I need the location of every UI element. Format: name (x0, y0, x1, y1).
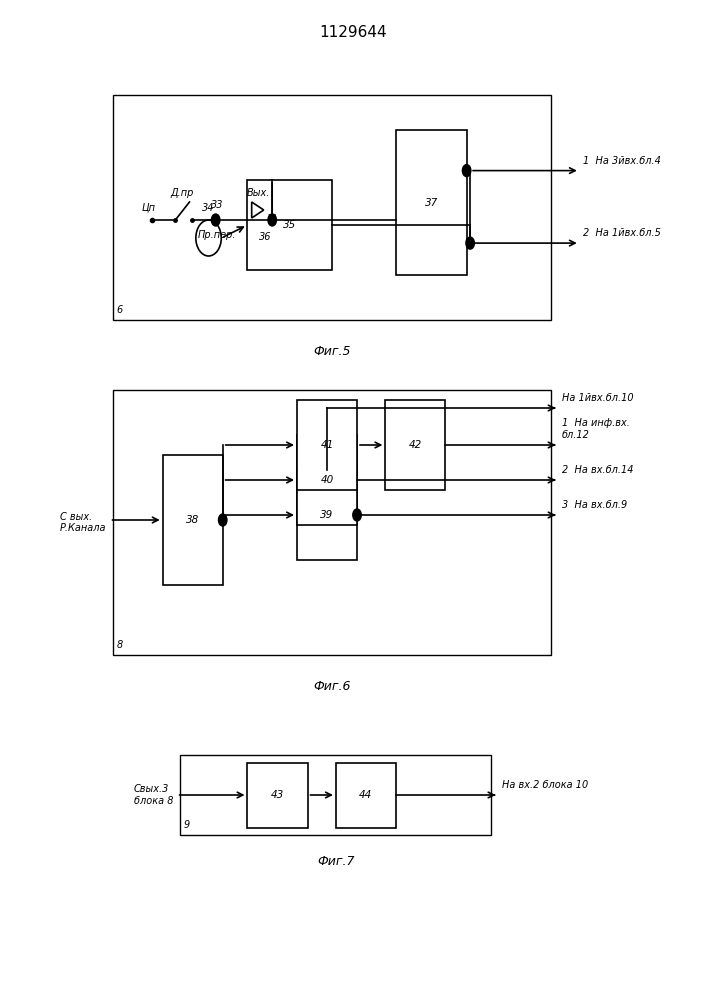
Text: Д.пр: Д.пр (170, 188, 194, 198)
Text: 2  На 1йвх.бл.5: 2 На 1йвх.бл.5 (583, 228, 661, 238)
Bar (297, 435, 357, 525)
Text: Цп: Цп (141, 202, 156, 212)
Text: 35: 35 (284, 220, 296, 230)
Text: 37: 37 (425, 198, 438, 208)
Bar (396, 130, 467, 275)
Text: 6: 6 (117, 305, 123, 315)
Text: 1129644: 1129644 (320, 25, 387, 40)
Text: 2  На вх.бл.14: 2 На вх.бл.14 (562, 465, 633, 475)
Text: 1  На инф.вх.
бл.12: 1 На инф.вх. бл.12 (562, 418, 630, 440)
Text: Пр.пер.: Пр.пер. (198, 230, 236, 240)
Text: 1  На 3йвх.бл.4: 1 На 3йвх.бл.4 (583, 156, 661, 166)
Text: 8: 8 (117, 640, 123, 650)
Text: 40: 40 (320, 475, 334, 485)
Text: 42: 42 (409, 440, 422, 450)
Text: 44: 44 (359, 790, 373, 800)
Text: 38: 38 (186, 515, 199, 525)
Bar (247, 763, 308, 828)
Bar (163, 455, 223, 585)
Circle shape (196, 220, 221, 256)
Bar (385, 400, 445, 490)
Circle shape (353, 509, 361, 521)
Text: С вых.
Р.Канала: С вых. Р.Канала (59, 512, 106, 533)
Bar (297, 400, 357, 490)
Circle shape (268, 214, 276, 226)
Text: 36: 36 (259, 232, 271, 242)
Text: 9: 9 (184, 820, 190, 830)
Text: Свых.3
блока 8: Свых.3 блока 8 (134, 784, 173, 806)
Text: Вых.: Вых. (246, 188, 270, 198)
Text: 34: 34 (202, 203, 215, 213)
Text: 33: 33 (211, 200, 223, 210)
Text: Фиг.5: Фиг.5 (313, 345, 351, 358)
Text: 39: 39 (320, 510, 334, 520)
Text: На вх.2 блока 10: На вх.2 блока 10 (502, 780, 588, 790)
Bar (113, 95, 551, 320)
Circle shape (218, 514, 227, 526)
Text: 3  На вх.бл.9: 3 На вх.бл.9 (562, 500, 627, 510)
Bar (113, 390, 551, 655)
Bar (297, 470, 357, 560)
Text: На 1йвх.бл.10: На 1йвх.бл.10 (562, 393, 633, 403)
Bar (336, 763, 396, 828)
Circle shape (211, 214, 220, 226)
Circle shape (462, 165, 471, 177)
Circle shape (466, 237, 474, 249)
Text: Фиг.7: Фиг.7 (317, 855, 355, 868)
Bar (247, 180, 332, 270)
Bar (180, 755, 491, 835)
Text: 41: 41 (320, 440, 334, 450)
Text: Фиг.6: Фиг.6 (313, 680, 351, 693)
Text: 43: 43 (271, 790, 284, 800)
